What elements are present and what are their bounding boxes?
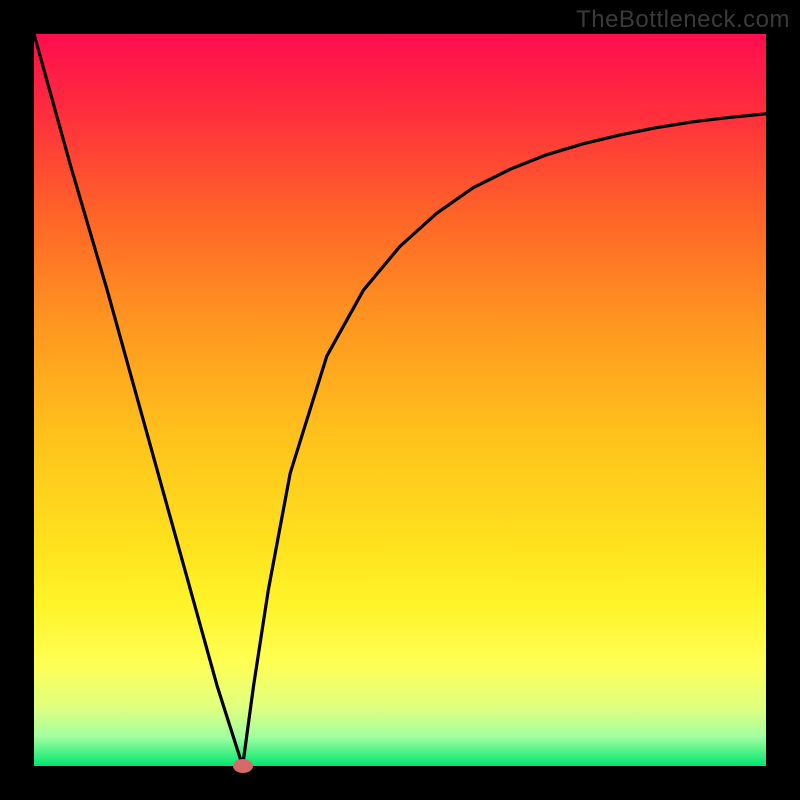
plot-gradient-background <box>34 34 766 766</box>
watermark-text: TheBottleneck.com <box>576 6 790 34</box>
minimum-marker <box>233 759 253 773</box>
